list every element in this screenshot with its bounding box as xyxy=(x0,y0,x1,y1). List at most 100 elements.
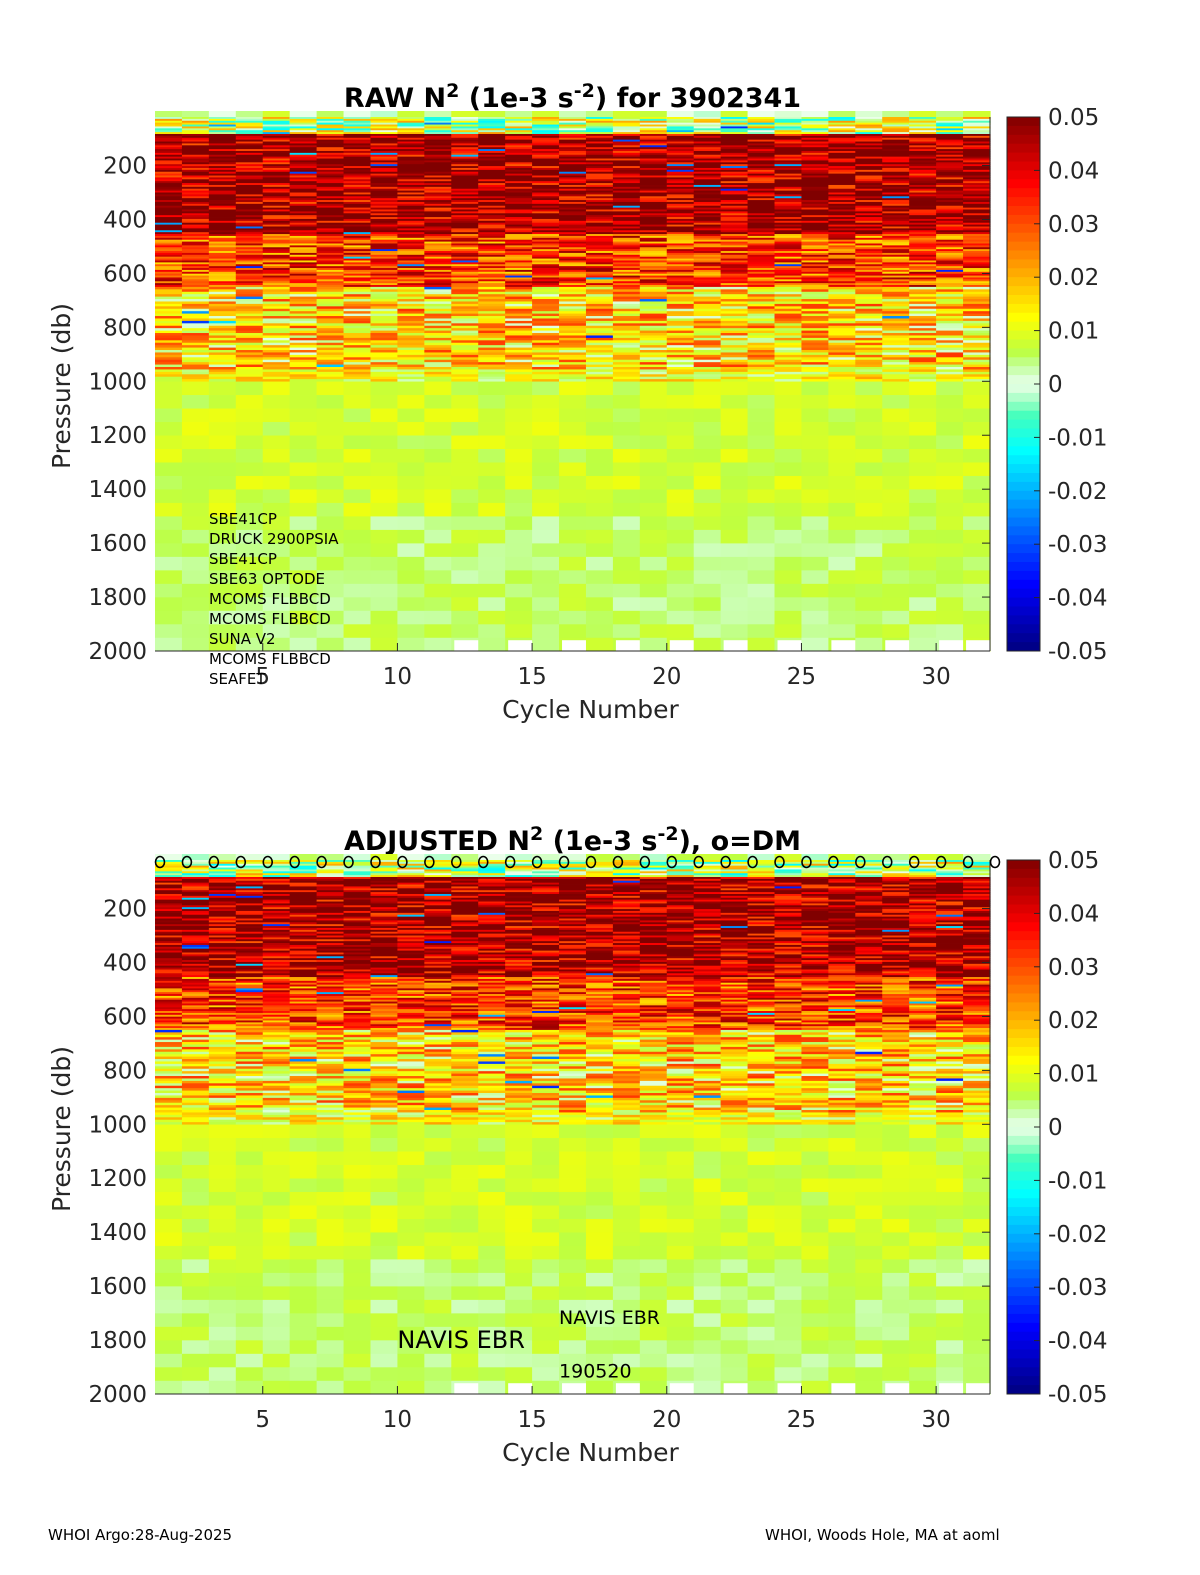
heatmap-cell xyxy=(720,137,749,141)
heatmap-cell xyxy=(585,345,614,348)
heatmap-cell xyxy=(532,139,560,142)
heatmap-cell xyxy=(801,422,829,436)
heatmap-cell xyxy=(612,150,641,154)
heatmap-cell xyxy=(855,245,883,248)
heatmap-cell xyxy=(801,149,829,152)
heatmap-cell xyxy=(801,308,829,312)
heatmap-cell xyxy=(235,330,264,334)
heatmap-cell xyxy=(478,232,506,235)
colorbar-swatch xyxy=(1007,615,1040,625)
heatmap-cell xyxy=(208,489,237,504)
heatmap-cell xyxy=(235,264,264,267)
colorbar-swatch xyxy=(1007,508,1040,518)
heatmap-cell xyxy=(155,357,183,361)
heatmap-cell xyxy=(316,320,345,324)
heatmap-cell xyxy=(343,347,372,351)
heatmap-cell xyxy=(262,133,291,137)
heatmap-cell xyxy=(235,239,264,242)
heatmap-cell xyxy=(882,350,910,353)
heatmap-cell xyxy=(343,266,372,269)
heatmap-cell xyxy=(235,271,264,275)
heatmap-cell xyxy=(235,141,264,144)
sensor-label: SBE41CP xyxy=(209,510,277,528)
heatmap-cell xyxy=(882,376,910,380)
heatmap-cell xyxy=(262,376,291,380)
heatmap-cell xyxy=(747,347,776,351)
heatmap-cell xyxy=(963,294,991,298)
heatmap-cell xyxy=(181,294,210,298)
heatmap-cell xyxy=(801,192,829,195)
heatmap-cell xyxy=(774,141,803,144)
heatmap-cell xyxy=(612,137,641,141)
heatmap-cell xyxy=(559,335,587,339)
heatmap-cell xyxy=(639,258,668,261)
heatmap-cell xyxy=(343,207,372,210)
heatmap-cell xyxy=(801,364,829,368)
heatmap-cell xyxy=(370,301,399,305)
heatmap-cell xyxy=(720,247,749,250)
heatmap-cell xyxy=(559,190,587,193)
heatmap-cell xyxy=(208,637,237,652)
heatmap-cell xyxy=(747,462,776,477)
heatmap-cell xyxy=(478,254,506,258)
heatmap-cell xyxy=(397,205,425,209)
heatmap-cell xyxy=(963,251,991,254)
heatmap-cell xyxy=(370,475,399,490)
heatmap-cell xyxy=(316,160,345,163)
heatmap-cell xyxy=(235,352,264,356)
heatmap-cell xyxy=(666,224,695,227)
heatmap-cell xyxy=(316,395,345,409)
heatmap-cell xyxy=(505,408,533,423)
heatmap-cell xyxy=(181,359,210,363)
heatmap-cell xyxy=(720,147,749,150)
heatmap-cell xyxy=(909,171,937,175)
heatmap-cell xyxy=(585,597,614,612)
heatmap-cell xyxy=(855,150,883,154)
heatmap-cell xyxy=(505,529,533,544)
heatmap-cell xyxy=(155,313,183,317)
heatmap-cell xyxy=(909,371,937,375)
heatmap-cell xyxy=(747,323,776,327)
heatmap-cell xyxy=(882,205,910,209)
heatmap-cell xyxy=(397,335,425,339)
heatmap-cell xyxy=(532,218,560,222)
heatmap-cell xyxy=(774,381,803,396)
heatmap-cell xyxy=(316,198,345,201)
heatmap-cell xyxy=(262,220,291,224)
heatmap-cell xyxy=(155,1353,183,1368)
heatmap-cell xyxy=(720,277,749,280)
heatmap-cell xyxy=(963,277,991,280)
heatmap-cell xyxy=(397,141,425,144)
heatmap-cell xyxy=(585,311,614,315)
heatmap-cell xyxy=(397,543,425,558)
heatmap-cell xyxy=(559,286,587,290)
heatmap-cell xyxy=(316,237,345,241)
heatmap-cell xyxy=(747,213,776,216)
heatmap-cell xyxy=(155,884,183,887)
heatmap-cell xyxy=(801,345,829,348)
heatmap-cell xyxy=(747,169,776,173)
heatmap-cell xyxy=(451,245,479,248)
heatmap-cell xyxy=(559,145,587,148)
heatmap-cell xyxy=(316,299,345,302)
heatmap-cell xyxy=(235,217,264,220)
heatmap-cell xyxy=(505,254,533,258)
colorbar-swatch xyxy=(1007,321,1040,332)
heatmap-cell xyxy=(720,122,749,125)
heatmap-cell xyxy=(774,516,803,531)
heatmap-cell xyxy=(316,232,345,235)
heatmap-cell xyxy=(585,166,614,169)
heatmap-cell xyxy=(639,239,668,242)
heatmap-cell xyxy=(505,570,533,585)
heatmap-cell xyxy=(181,876,210,880)
heatmap-cell xyxy=(855,135,883,139)
heatmap-cell xyxy=(397,275,425,278)
heatmap-cell xyxy=(181,939,210,942)
heatmap-cell xyxy=(720,241,749,244)
heatmap-cell xyxy=(343,171,372,175)
heatmap-cell xyxy=(801,243,829,246)
heatmap-cell xyxy=(155,977,183,980)
heatmap-cell xyxy=(316,357,345,361)
heatmap-cell xyxy=(343,201,372,205)
colorbar-swatch xyxy=(1007,597,1040,607)
